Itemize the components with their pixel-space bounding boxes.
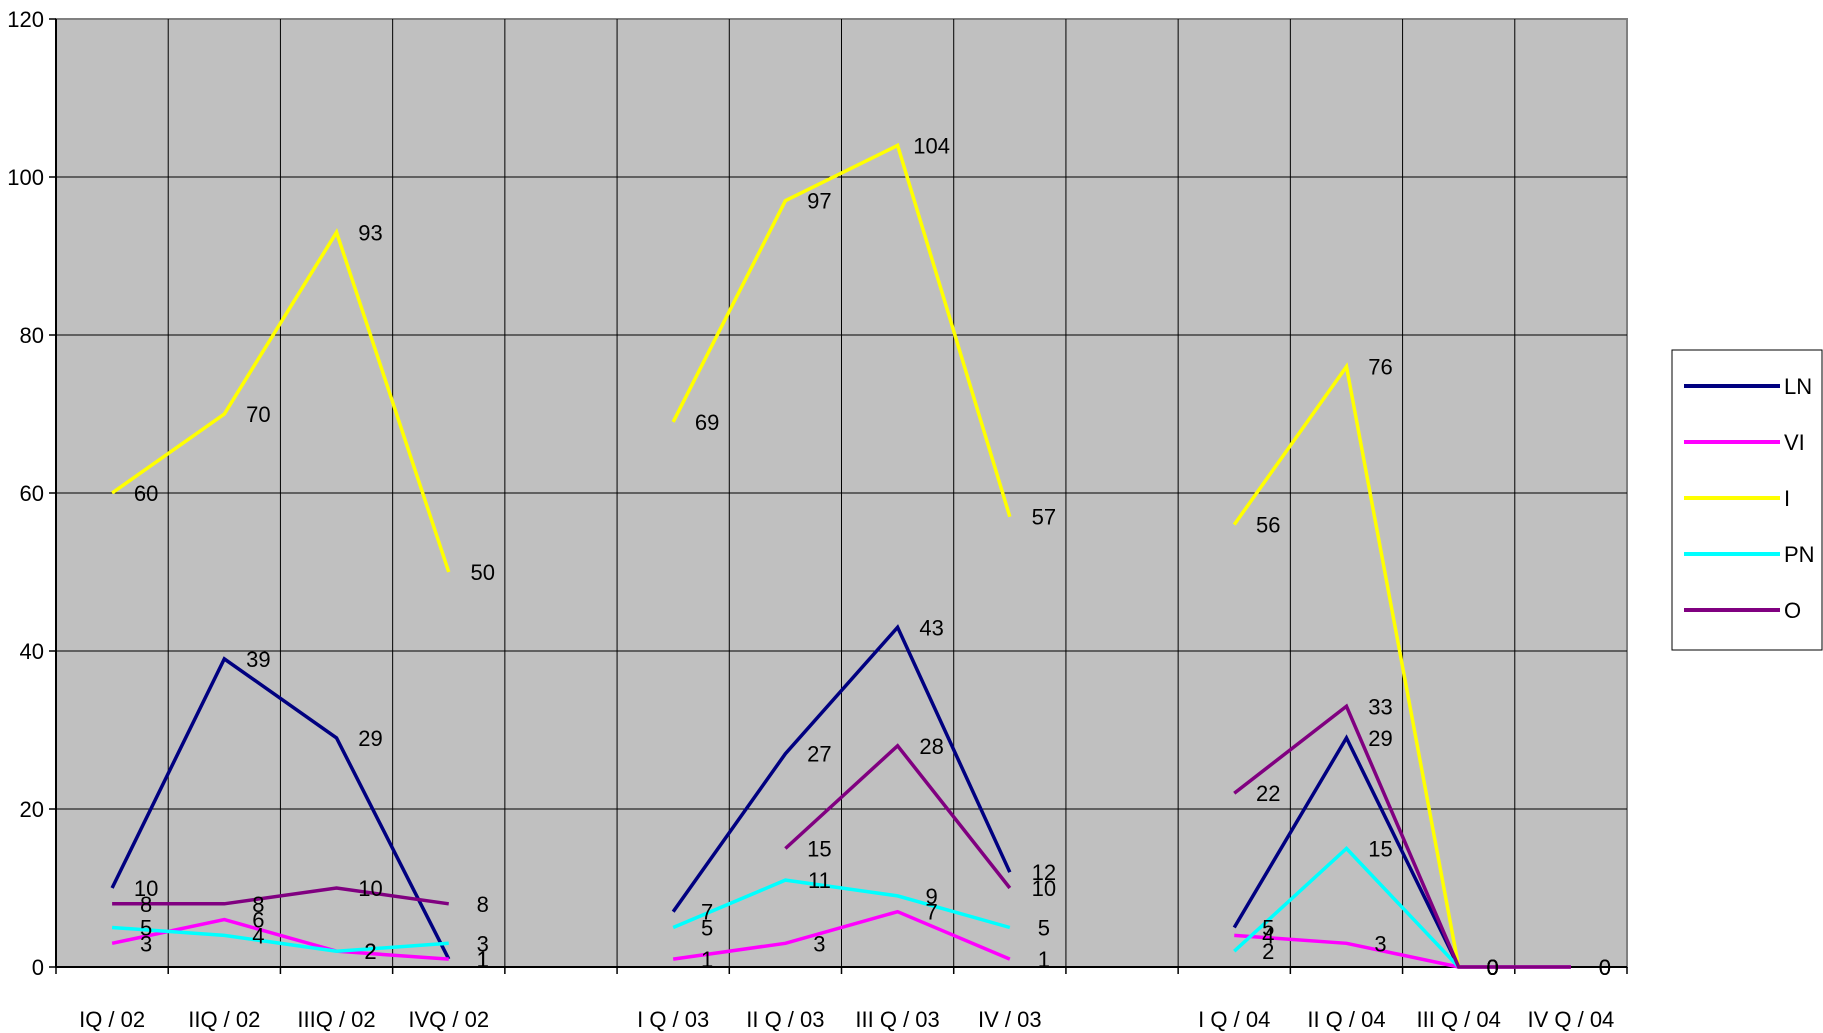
x-tick-label: IIQ / 02 xyxy=(188,1007,260,1032)
data-label-ln: 43 xyxy=(919,615,943,640)
data-label-pn: 5 xyxy=(701,916,713,941)
series-line-o xyxy=(112,886,449,906)
series-line-o xyxy=(784,743,1012,890)
data-label-ln: 29 xyxy=(358,726,382,751)
data-label-i: 104 xyxy=(913,133,950,158)
data-label-pn: 5 xyxy=(1038,916,1050,941)
y-tick-label: 80 xyxy=(20,323,44,348)
data-label-vi: 0 xyxy=(1487,955,1499,980)
x-tick-label: IV / 03 xyxy=(978,1007,1042,1032)
x-tick-label: I Q / 04 xyxy=(1198,1007,1270,1032)
series-line-ln xyxy=(671,624,1012,913)
x-tick-label: IV Q / 04 xyxy=(1527,1007,1614,1032)
legend-label-i: I xyxy=(1784,486,1790,511)
data-label-i: 70 xyxy=(246,402,270,427)
data-label-ln: 27 xyxy=(807,742,831,767)
data-label-ln: 39 xyxy=(246,647,270,672)
x-tick-label: II Q / 04 xyxy=(1307,1007,1385,1032)
data-label-ln: 0 xyxy=(1487,955,1499,980)
data-label-ln: 10 xyxy=(134,876,158,901)
data-label-o: 8 xyxy=(252,892,264,917)
data-label-o: 28 xyxy=(919,734,943,759)
data-label-vi: 3 xyxy=(1374,931,1386,956)
data-label-vi: 2 xyxy=(364,939,376,964)
series-line-i xyxy=(671,142,1012,518)
data-label-ln: 5 xyxy=(1262,916,1274,941)
data-label-o: 0 xyxy=(1599,955,1611,980)
data-label-o: 10 xyxy=(358,876,382,901)
data-label-pn: 2 xyxy=(1262,939,1274,964)
legend-label-o: O xyxy=(1784,598,1801,623)
data-label-vi: 6 xyxy=(252,908,264,933)
x-tick-label: III Q / 04 xyxy=(1416,1007,1500,1032)
x-tick-label: IVQ / 02 xyxy=(408,1007,489,1032)
data-label-vi: 7 xyxy=(925,900,937,925)
y-tick-label: 120 xyxy=(7,7,44,32)
data-label-i: 97 xyxy=(807,189,831,214)
x-tick-label: IIIQ / 02 xyxy=(297,1007,375,1032)
data-label-i: 76 xyxy=(1368,355,1392,380)
data-label-o: 10 xyxy=(1032,876,1056,901)
data-label-pn: 15 xyxy=(1368,837,1392,862)
data-label-o: 0 xyxy=(1487,955,1499,980)
data-label-o: 22 xyxy=(1256,781,1280,806)
data-label-i: 50 xyxy=(471,560,495,585)
series-line-ln xyxy=(110,656,451,960)
data-label-vi: 1 xyxy=(701,947,713,972)
data-label-vi: 1 xyxy=(1038,947,1050,972)
data-label-vi: 1 xyxy=(477,947,489,972)
series-line-ln xyxy=(1232,734,1461,968)
y-tick-label: 100 xyxy=(7,165,44,190)
data-label-pn: 9 xyxy=(925,884,937,909)
data-label-ln: 1 xyxy=(477,947,489,972)
series-line-o xyxy=(1233,703,1571,969)
data-label-vi: 3 xyxy=(813,931,825,956)
data-label-i: 60 xyxy=(134,481,158,506)
data-label-i: 57 xyxy=(1032,505,1056,530)
data-label-ln: 29 xyxy=(1368,726,1392,751)
series-line-i xyxy=(1232,362,1461,968)
x-tick-label: IQ / 02 xyxy=(79,1007,145,1032)
data-label-o: 8 xyxy=(140,892,152,917)
data-label-pn: 2 xyxy=(364,939,376,964)
data-label-pn: 0 xyxy=(1487,955,1499,980)
data-label-o: 8 xyxy=(477,892,489,917)
data-label-pn: 5 xyxy=(140,916,152,941)
y-tick-label: 40 xyxy=(20,639,44,664)
legend-label-ln: LN xyxy=(1784,374,1812,399)
y-tick-label: 20 xyxy=(20,797,44,822)
data-label-i: 56 xyxy=(1256,513,1280,538)
data-label-i: 69 xyxy=(695,410,719,435)
series-line-pn xyxy=(111,925,449,953)
legend-label-pn: PN xyxy=(1784,542,1815,567)
series-line-pn xyxy=(672,878,1011,930)
data-label-o: 33 xyxy=(1368,694,1392,719)
data-label-vi: 4 xyxy=(1262,923,1274,948)
legend-label-vi: VI xyxy=(1784,430,1805,455)
y-tick-label: 60 xyxy=(20,481,44,506)
data-label-pn: 3 xyxy=(477,931,489,956)
x-tick-label: II Q / 03 xyxy=(746,1007,824,1032)
x-tick-label: III Q / 03 xyxy=(855,1007,939,1032)
data-label-ln: 7 xyxy=(701,900,713,925)
data-label-i: 93 xyxy=(358,220,382,245)
series-line-i xyxy=(111,228,451,573)
data-label-pn: 4 xyxy=(252,923,264,948)
series-line-vi xyxy=(672,909,1011,961)
data-label-vi: 3 xyxy=(140,931,152,956)
y-tick-label: 0 xyxy=(32,955,44,980)
data-label-i: 0 xyxy=(1487,955,1499,980)
data-label-o: 15 xyxy=(807,837,831,862)
data-label-vi: 0 xyxy=(1599,955,1611,980)
series-line-pn xyxy=(1233,846,1460,969)
x-tick-label: I Q / 03 xyxy=(637,1007,709,1032)
data-label-pn: 11 xyxy=(808,868,831,893)
data-label-ln: 12 xyxy=(1032,860,1056,885)
